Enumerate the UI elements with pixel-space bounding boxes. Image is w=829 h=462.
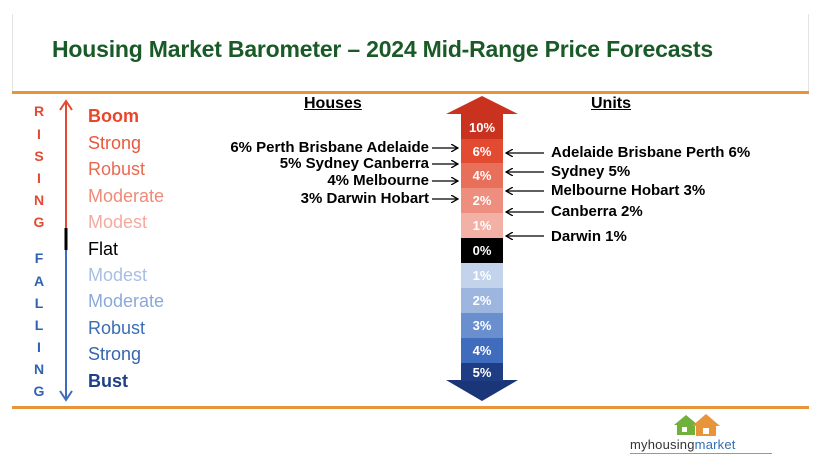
segment-down-1: 1% <box>461 263 503 288</box>
units-annotation: Darwin 1% <box>551 228 627 245</box>
logo-suffix: market <box>694 437 736 452</box>
segment-flat-0: 0% <box>461 238 503 263</box>
falling-letter: F <box>34 250 44 266</box>
segment-down-2: 2% <box>461 288 503 313</box>
falling-letter: L <box>34 317 44 333</box>
units-annotation: Sydney 5% <box>551 163 631 180</box>
falling-letter: G <box>33 383 45 399</box>
units-annotation: Melbourne Hobart 3% <box>551 182 706 199</box>
segment-up-4: 4% <box>461 163 503 188</box>
rising-letter: S <box>34 148 44 164</box>
rising-letter: R <box>33 103 45 119</box>
page-title: Housing Market Barometer – 2024 Mid-Rang… <box>52 36 713 62</box>
houses-arrow-icons <box>432 148 458 199</box>
segment-up-6: 6% <box>461 139 503 163</box>
houses-header: Houses <box>304 95 362 112</box>
falling-letter: L <box>34 295 44 311</box>
bottom-orange-rule <box>12 406 809 409</box>
houses-annotation: 3% Darwin Hobart <box>300 190 429 207</box>
units-arrow-icons <box>506 153 544 236</box>
rising-letter: G <box>33 214 45 230</box>
scale-label: Robust <box>88 318 146 338</box>
segment-up-1: 1% <box>461 213 503 238</box>
logo-underline <box>630 453 772 454</box>
scale-label: Modest <box>88 265 148 285</box>
segment-up-10: 10% <box>461 115 503 139</box>
barometer-arrow-icon <box>446 96 518 401</box>
frame-left-line <box>12 14 13 92</box>
segment-up-2: 2% <box>461 188 503 213</box>
scale-label: Robust <box>88 159 146 179</box>
frame-right-line <box>808 14 809 92</box>
units-header: Units <box>591 95 631 112</box>
houses-annotation: 4% Melbourne <box>327 172 429 189</box>
rising-letter: N <box>33 192 45 208</box>
falling-letter: A <box>33 273 45 289</box>
rising-letter: I <box>37 126 41 142</box>
scale-label: Boom <box>88 106 139 126</box>
rising-letter: I <box>37 170 41 186</box>
scale-label: Bust <box>88 371 128 391</box>
logo-text: myhousingmarket <box>630 437 736 452</box>
segment-down-3: 3% <box>461 313 503 338</box>
segment-down-5: 5% <box>461 363 503 381</box>
scale-label: Modest <box>88 212 148 232</box>
logo-prefix: myhousing <box>630 437 695 452</box>
segment-down-4: 4% <box>461 338 503 363</box>
scale-label: Strong <box>88 133 142 153</box>
scale-label: Strong <box>88 344 142 364</box>
units-annotation: Adelaide Brisbane Perth 6% <box>551 144 751 161</box>
units-annotation: Canberra 2% <box>551 203 643 220</box>
scale-label: Moderate <box>88 186 165 206</box>
rising-falling-arrow-icon <box>59 99 73 402</box>
falling-letter: I <box>37 339 41 355</box>
top-orange-rule <box>12 91 809 94</box>
logo-houses-icon <box>674 414 720 436</box>
scale-label: Flat <box>88 239 119 259</box>
houses-annotation: 5% Sydney Canberra <box>279 155 429 172</box>
falling-letter: N <box>33 361 45 377</box>
scale-label: Moderate <box>88 291 165 311</box>
houses-annotation: 6% Perth Brisbane Adelaide <box>230 139 429 156</box>
